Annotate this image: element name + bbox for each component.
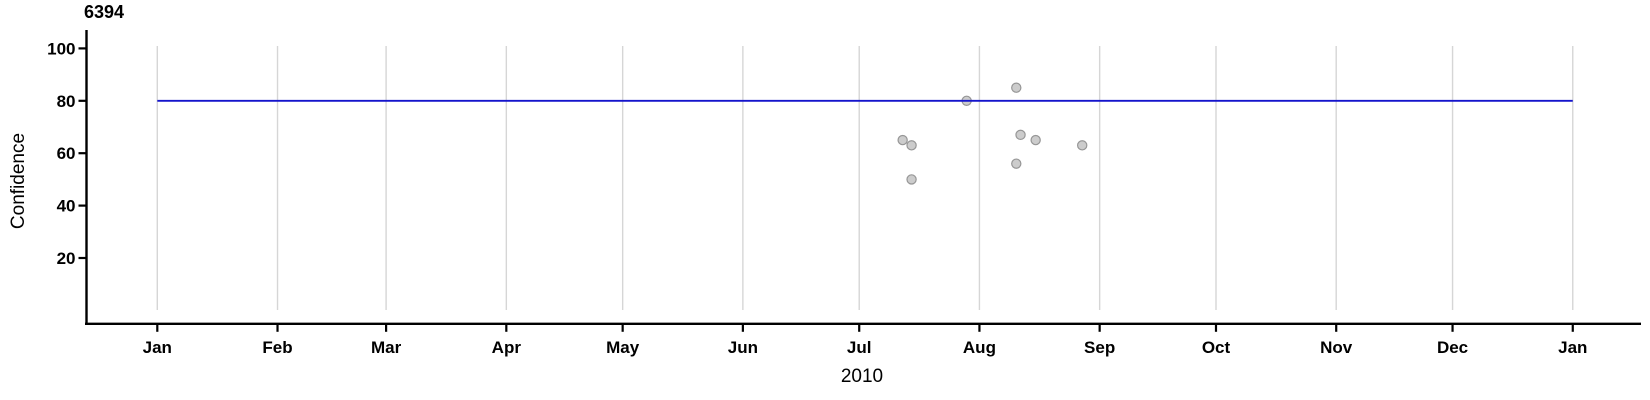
data-point[interactable] [1011,158,1022,169]
y-tick-label: 40 [57,197,76,216]
x-tick-label: Sep [1084,338,1115,357]
x-tick-label: Oct [1202,338,1231,357]
data-point[interactable] [906,140,917,151]
data-point[interactable] [1030,134,1041,146]
y-tick-label: 60 [57,144,76,163]
y-tick-label: 80 [57,92,76,111]
x-tick-label: Dec [1437,338,1468,357]
x-tick-label: Nov [1320,338,1353,357]
x-tick-label: Jan [143,338,172,357]
x-tick-label: Jan [1558,338,1587,357]
data-point[interactable] [1011,82,1022,93]
x-tick-label: Aug [963,338,996,357]
data-point[interactable] [1077,140,1088,151]
chart-title: 6394 [84,2,125,22]
x-tick-label: Jul [847,338,872,357]
x-tick-label: Apr [492,338,522,357]
x-tick-label: Jun [728,338,758,357]
data-point[interactable] [897,134,908,146]
x-tick-label: Mar [371,338,402,357]
data-point[interactable] [1015,129,1026,141]
x-tick-label: Feb [262,338,292,357]
y-tick-label: 100 [47,39,75,58]
data-point[interactable] [906,174,917,185]
x-tick-label: May [606,338,640,357]
x-axis-label: 2010 [840,366,884,387]
y-tick-label: 20 [57,249,76,268]
